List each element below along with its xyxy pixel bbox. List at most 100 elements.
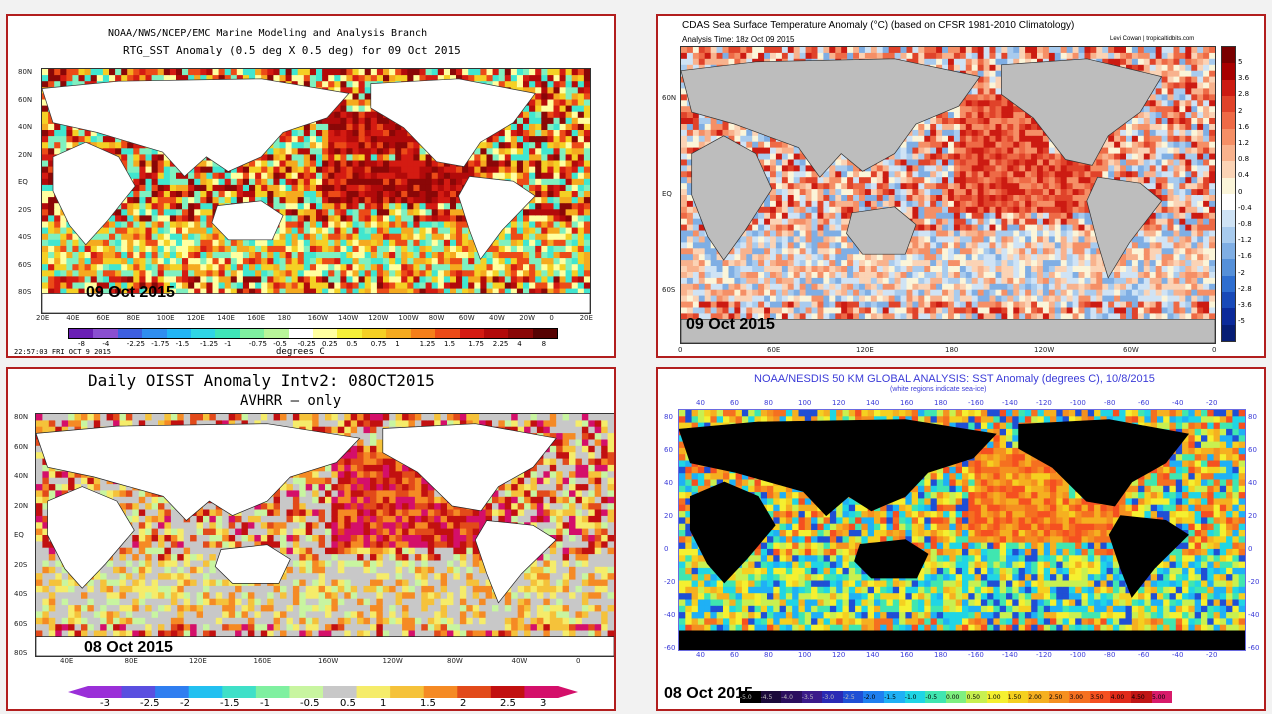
nesdis-lat-tick-left: -60 (664, 644, 676, 652)
nesdis-lon-tick-top: -80 (1104, 399, 1116, 407)
nesdis-colorbar-swatch (1007, 691, 1029, 703)
nesdis-colorbar-label: 0.50 (966, 694, 980, 701)
oisst-colorbar-swatch (390, 686, 425, 698)
oisst-colorbar-swatch (356, 686, 391, 698)
cdas-colorbar-swatch (1222, 275, 1235, 292)
rtg-lon-tick: 0 (549, 314, 554, 322)
oisst-colorbar-label: -2 (180, 698, 190, 709)
cdas-colorbar-swatch (1222, 63, 1235, 80)
rtg-colorbar-label: -2.25 (126, 340, 145, 348)
oisst-lon-tick: 40W (511, 657, 528, 665)
rtg-lon-tick: 80E (126, 314, 140, 322)
rtg-colorbar-label: -0.5 (273, 340, 287, 348)
nesdis-lon-tick-bottom: -120 (1036, 651, 1052, 659)
oisst-colorbar-swatch (490, 686, 525, 698)
rtg-lat-tick: 80N (18, 68, 33, 76)
cdas-colorbar-label: 0 (1238, 187, 1243, 196)
landmass-5 (679, 630, 1245, 650)
nesdis-colorbar-label: -4.0 (781, 694, 793, 701)
nesdis-colorbar-swatch (1151, 691, 1173, 703)
nesdis-colorbar-label: -4.5 (760, 694, 773, 701)
oisst-colorbar-swatch (289, 686, 324, 698)
cdas-colorbar-swatch (1222, 308, 1235, 325)
rtg-date-label: 09 Oct 2015 (86, 284, 175, 301)
rtg-lon-tick: 20E (36, 314, 50, 322)
nesdis-lon-tick-top: 180 (934, 399, 948, 407)
landmass-0 (52, 141, 136, 246)
nesdis-lon-tick-top: 80 (764, 399, 773, 407)
cdas-colorbar-label: -0.8 (1238, 220, 1252, 228)
rtg-lon-tick: 80W (428, 314, 445, 322)
rtg-colorbar-swatch (215, 329, 240, 338)
rtg-lon-tick: 180 (277, 314, 291, 322)
rtg-lat-tick: 60S (18, 260, 32, 269)
landmass-0 (47, 486, 135, 589)
rtg-lon-tick: 40E (66, 314, 80, 322)
rtg-units: degrees C (276, 347, 325, 357)
oisst-colorbar-swatch (457, 686, 492, 698)
rtg-colorbar-swatch (264, 329, 289, 338)
oisst-colorbar-swatch (222, 686, 257, 698)
landmass-2 (846, 206, 917, 255)
nesdis-colorbar-swatch (1028, 691, 1049, 703)
landmass-1 (681, 58, 981, 178)
nesdis-colorbar-swatch (1130, 691, 1152, 703)
nesdis-colorbar-label: 4.50 (1131, 694, 1145, 701)
cdas-colorbar-swatch (1222, 193, 1235, 211)
nesdis-lon-tick-bottom: -80 (1104, 651, 1116, 659)
nesdis-lon-tick-top: -100 (1070, 399, 1086, 407)
nesdis-colorbar-label: 3.00 (1069, 694, 1083, 701)
oisst-colorbar-label: -1.5 (220, 698, 240, 709)
nesdis-colorbar-label: 5.00 (1152, 694, 1166, 701)
nesdis-colorbar-swatch (760, 691, 782, 703)
nesdis-colorbar-label: -3.0 (822, 694, 835, 701)
nesdis-sea-ice-note: (white regions indicate sea-ice) (890, 386, 987, 393)
nesdis-lon-tick-bottom: 120 (832, 651, 846, 659)
oisst-lon-tick: 120W (382, 657, 403, 665)
oisst-lon-tick: 160W (318, 657, 339, 665)
nesdis-lon-tick-top: -20 (1206, 399, 1218, 407)
cdas-colorbar-label: -3.6 (1238, 301, 1252, 309)
cdas-lat-tick: 60S (662, 286, 676, 294)
cdas-lat-tick: EQ (662, 190, 672, 198)
nesdis-lat-tick-left: -20 (664, 578, 676, 586)
oisst-lat-tick: 20N (14, 501, 29, 510)
rtg-lon-tick: 20E (579, 314, 593, 322)
rtg-lat-tick: 60N (18, 95, 33, 104)
rtg-colorbar-label: -0.75 (248, 340, 267, 348)
rtg-colorbar-label: -8 (78, 340, 85, 348)
rtg-lon-tick: 160W (307, 314, 329, 322)
cdas-lon-tick: 120W (1034, 346, 1055, 354)
cdas-lon-tick: 120E (856, 346, 874, 354)
nesdis-colorbar-label: 3.50 (1090, 694, 1104, 701)
nesdis-lat-tick-left: 60 (664, 446, 673, 454)
cdas-colorbar-label: 1.6 (1238, 122, 1250, 131)
nesdis-lat-tick-right: -60 (1248, 644, 1260, 652)
rtg-colorbar-swatch (69, 329, 94, 338)
nesdis-colorbar-swatch (842, 691, 864, 703)
landmass-4 (474, 520, 557, 604)
rtg-lon-tick: 120W (368, 314, 389, 322)
landmass-4 (1108, 515, 1189, 598)
nesdis-colorbar-label: -1.0 (904, 694, 917, 701)
cdas-colorbar-label: -2.8 (1238, 284, 1252, 293)
nesdis-title: NOAA/NESDIS 50 KM GLOBAL ANALYSIS: SST A… (754, 373, 1155, 385)
oisst-lat-tick: EQ (14, 531, 24, 539)
rtg-lon-tick: 120E (187, 314, 205, 322)
nesdis-lon-tick-bottom: 60 (730, 651, 739, 659)
rtg-colorbar-label: 1 (395, 340, 400, 348)
landmass-5 (681, 318, 1215, 343)
rtg-title-line2: RTG_SST Anomaly (0.5 deg X 0.5 deg) for … (123, 44, 461, 57)
cdas-colorbar-label: -1.6 (1238, 252, 1252, 261)
map-canvas (42, 69, 590, 313)
nesdis-lon-tick-top: 100 (798, 399, 812, 407)
nesdis-lat-tick-left: 80 (664, 413, 673, 421)
nesdis-colorbar-swatch (1069, 691, 1090, 703)
rtg-colorbar-label: 4 (517, 340, 522, 348)
rtg-colorbar-label: 1.25 (419, 340, 436, 348)
cdas-colorbar-label: -0.4 (1238, 203, 1252, 212)
nesdis-lat-tick-right: 0 (1248, 545, 1253, 553)
nesdis-lon-tick-bottom: -60 (1138, 651, 1150, 659)
rtg-lat-tick: 20S (18, 205, 32, 214)
cdas-colorbar-swatch (1222, 324, 1235, 341)
